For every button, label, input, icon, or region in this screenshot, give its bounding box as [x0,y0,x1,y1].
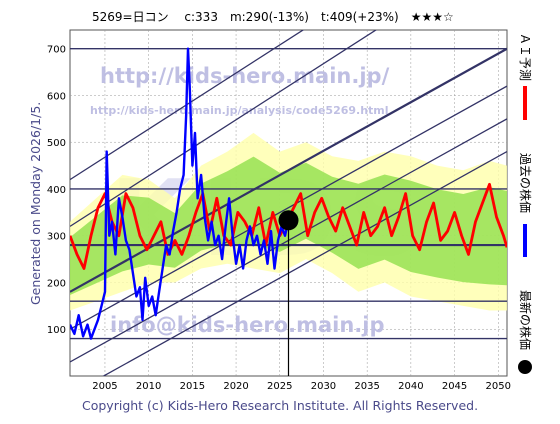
y-tick-label-300: 300 [47,232,66,243]
channel-line-2 [70,47,507,293]
x-tick-label-2030: 2030 [311,381,336,392]
channel-line-3 [70,85,507,330]
y-tick-label-700: 700 [47,45,66,56]
x-tick-label-2005: 2005 [92,381,117,392]
current-price-dot [278,210,299,231]
y-axis-ticks: 100 200 300 400 500 600 700 [47,45,66,337]
generated-date-label: Generated on Monday 2026/1/5. [28,102,43,305]
x-tick-label-2025: 2025 [267,381,292,392]
x-tick-label-2020: 2020 [223,381,248,392]
x-tick-label-2010: 2010 [136,381,161,392]
watermark-email: info@kids-hero.main.jp [110,313,385,337]
y-tick-label-500: 500 [47,138,66,149]
legend-latest-label: 最新の株価 [518,290,533,350]
chart-title: 5269=日コン c:333 m:290(-13%) t:409(+23%) ★… [92,10,454,24]
watermark-analysis-url: http://kids-hero.main.jp/analysis/code52… [90,104,389,117]
channel-line-1 [70,30,378,227]
past-price-line [70,47,290,340]
y-tick-label-100: 100 [47,325,66,336]
past-price-series [70,47,290,340]
copyright-footer: Copyright (c) Kids-Hero Research Institu… [82,398,478,413]
legend-latest-dot [518,360,532,374]
plot-area: KIDS http://kids-hero.main.jp/ http://ki… [69,29,508,377]
x-axis-ticks: 2005 2010 2015 2020 2025 2030 2035 2040 2045 2050 [92,381,511,392]
channel-line-0 [70,30,305,181]
y-tick-label-200: 200 [47,278,66,289]
current-marker [278,210,299,376]
x-tick-label-2050: 2050 [486,381,511,392]
x-tick-label-2040: 2040 [398,381,423,392]
legend: ＡＩ予測 過去の株価 最新の株価 [518,33,533,374]
y-tick-label-600: 600 [47,91,66,102]
y-tick-label-400: 400 [47,185,66,196]
x-tick-label-2045: 2045 [442,381,467,392]
x-tick-label-2015: 2015 [180,381,205,392]
x-tick-label-2035: 2035 [354,381,379,392]
legend-past-label: 過去の株価 [518,153,533,213]
legend-ai-label: ＡＩ予測 [518,33,532,81]
